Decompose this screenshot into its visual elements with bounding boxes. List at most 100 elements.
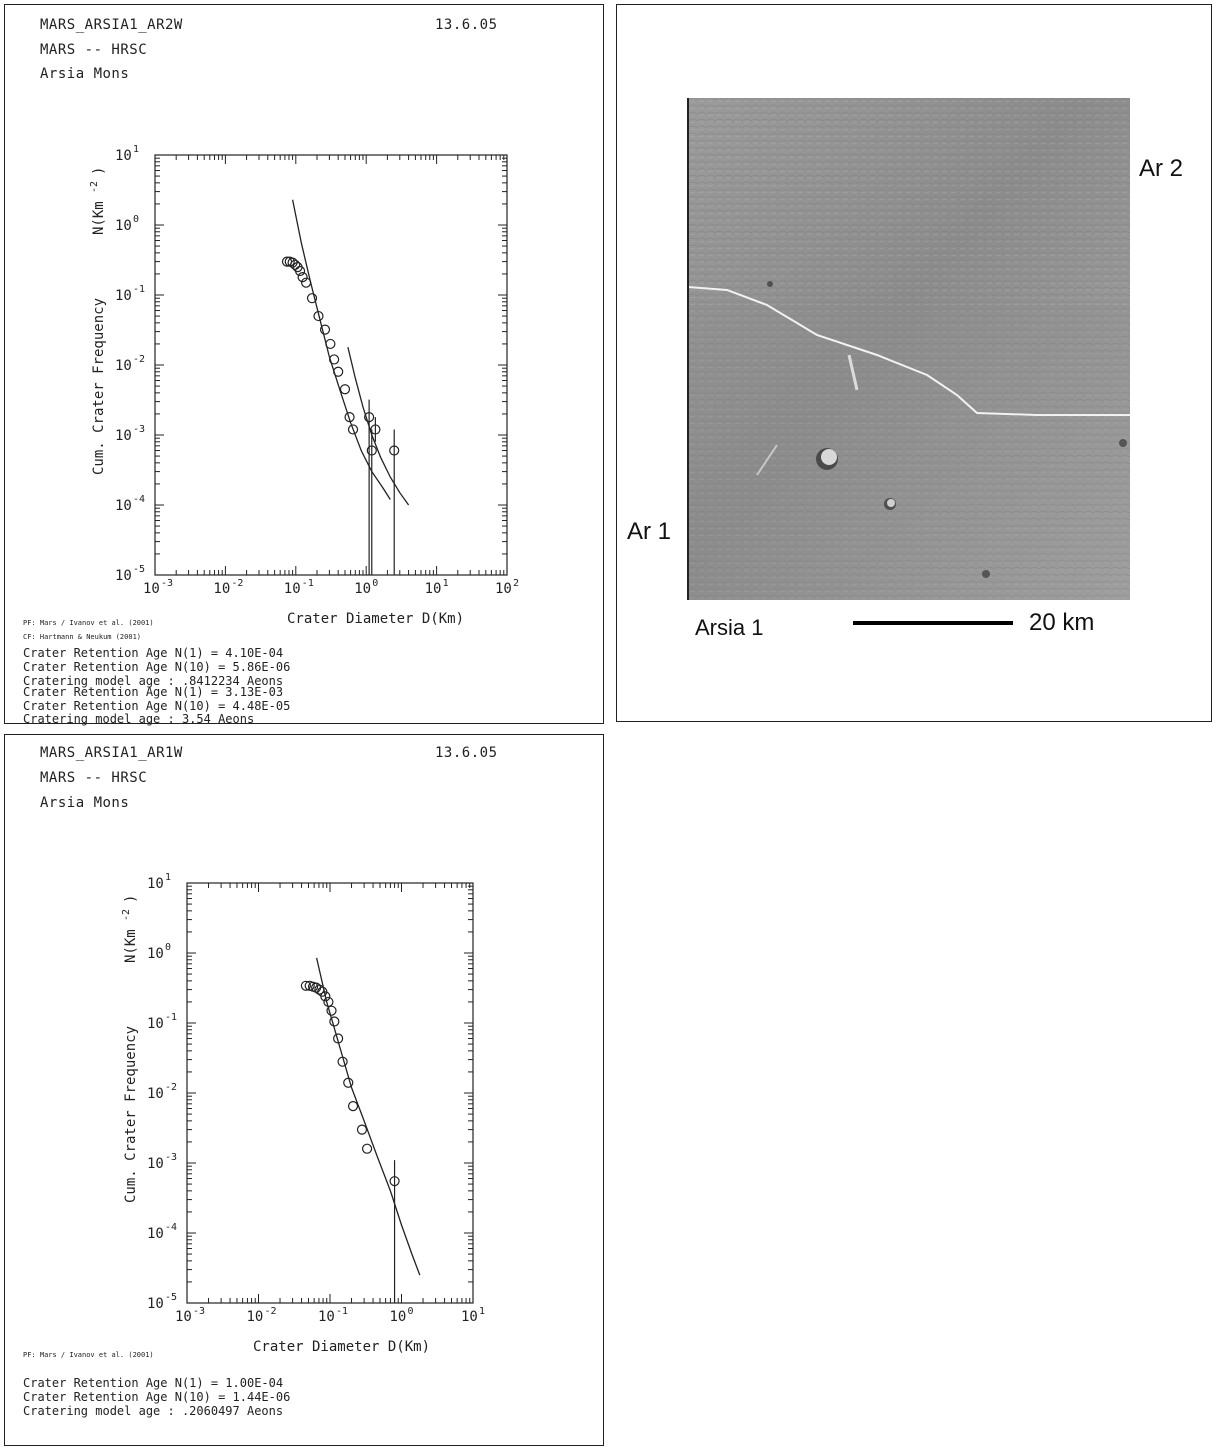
y-tick-label: 10 [115,288,132,304]
y-tick-label-exponent: -2 [165,1082,177,1093]
y-tick-label: 10 [147,1296,164,1312]
data-point [370,424,381,435]
x-tick-label: 10 [425,581,442,597]
y-tick-label-exponent: -1 [165,1012,177,1023]
y-tick-label: 10 [115,148,132,164]
hrsc-surface-image [687,98,1130,625]
y-tick-label: 10 [147,946,164,962]
x-tick-label-exponent: 0 [408,1306,414,1317]
y-axis-label: Cum. Crater Frequency [123,1026,139,1203]
x-tick-label: 10 [175,1309,192,1325]
result-line: Crater Retention Age N(10) = 4.48E-05 [23,699,291,713]
y-tick-label-exponent: -4 [133,494,145,505]
data-point [329,1016,340,1027]
y-tick-label-exponent: 1 [165,872,171,883]
panel-title: MARS_ARSIA1_AR2W [40,17,183,33]
panel-subtitle: MARS -- HRSC [40,42,148,58]
fit-curve [347,346,410,506]
data-point [300,980,311,991]
panel-date: 13.6.05 [435,745,498,761]
scale-bar-label: 20 km [1029,609,1095,636]
pf-note: PF: Mars / Ivanov et al. (2001) [23,619,154,627]
y-axis-unit: N(Km [91,201,107,235]
x-tick-label: 10 [143,581,160,597]
plot-frame [154,154,508,576]
image-panel: Ar 2 Ar 1 Arsia 1 20 km [616,4,1212,722]
y-tick-label: 10 [115,218,132,234]
y-axis-unit-close: ) [123,895,139,903]
x-tick-label-exponent: 0 [372,578,378,589]
data-point [343,1077,354,1088]
y-axis-unit-exponent: -2 [89,181,100,193]
y-tick-label: 10 [115,428,132,444]
data-point [337,1056,348,1067]
data-point [326,1005,337,1016]
data-point [356,1124,368,1135]
result-line: Crater Retention Age N(10) = 5.86E-06 [23,660,291,674]
result-line: Cratering model age : .8412234 Aeons [23,674,284,688]
panel-date: 13.6.05 [435,17,498,33]
data-point [323,996,334,1008]
x-axis-label: Crater Diameter D(Km) [287,611,464,625]
x-tick-label-exponent: -3 [161,578,173,589]
x-tick-label-exponent: -2 [265,1306,277,1317]
chart-panel-ar1: MARS_ARSIA1_AR1W 13.6.05 MARS -- HRSC Ar… [4,734,604,1446]
pf-note: PF: Mars / Ivanov et al. (2001) [23,1351,154,1359]
y-tick-label: 10 [147,1016,164,1032]
data-point [333,1033,344,1044]
data-point [344,412,355,423]
data-point [313,310,324,322]
x-tick-label-exponent: -1 [336,1306,348,1317]
x-tick-label: 10 [354,581,371,597]
y-tick-label-exponent: -4 [165,1222,177,1233]
x-tick-label-exponent: -3 [193,1306,205,1317]
y-tick-label-exponent: 0 [165,942,171,953]
x-tick-label-exponent: 1 [443,578,449,589]
data-point [325,338,336,350]
result-line: Crater Retention Age N(1) = 4.10E-04 [23,646,284,660]
y-axis-unit: N(Km [123,929,139,963]
data-point [314,984,325,995]
data-point [339,384,351,395]
data-point [366,445,377,456]
x-tick-label-exponent: 2 [513,578,519,589]
x-tick-label: 10 [284,581,301,597]
data-point [389,445,400,456]
y-axis-unit-close: ) [91,167,107,175]
x-tick-label-exponent: 1 [479,1306,485,1317]
x-tick-label-exponent: -1 [302,578,314,589]
y-tick-label: 10 [147,876,164,892]
y-tick-label: 10 [115,568,132,584]
y-tick-label: 10 [147,1156,164,1172]
y-tick-label: 10 [115,358,132,374]
crater-chart-ar2: 10 -3 10 -2 10 -1 10 0 10 1 10 210 -510 -410 -310 -210-… [89,144,519,625]
label-ar2: Ar 2 [1139,155,1184,182]
x-tick-label: 10 [495,581,512,597]
panel-region: Arsia Mons [40,795,130,811]
data-point [347,424,359,435]
data-point [320,991,331,1002]
x-tick-label: 10 [461,1309,478,1325]
data-point [306,293,318,304]
y-tick-label-exponent: 0 [133,214,139,225]
result-line: Crater Retention Age N(10) = 1.44E-06 [23,1390,291,1404]
label-ar1: Ar 1 [627,518,672,545]
result-line: Cratering model age : .2060497 Aeons [23,1404,284,1418]
fit-curve [315,957,421,1276]
cf-note: CF: Hartmann & Neukum (2001) [23,633,142,641]
data-point [300,277,312,288]
panel-title: MARS_ARSIA1_AR1W [40,745,183,761]
data-point [389,1176,400,1187]
x-tick-label-exponent: -2 [231,578,243,589]
data-point [347,1100,359,1112]
y-tick-label: 10 [115,498,132,514]
x-tick-label: 10 [318,1309,335,1325]
plot-frame [186,882,474,1304]
y-tick-label: 10 [147,1226,164,1242]
y-tick-label: 10 [147,1086,164,1102]
data-point [329,354,340,365]
y-tick-label-exponent: -1 [133,284,145,295]
y-tick-label-exponent: -5 [133,564,145,575]
x-tick-label: 10 [247,1309,264,1325]
panel-subtitle: MARS -- HRSC [40,770,148,786]
